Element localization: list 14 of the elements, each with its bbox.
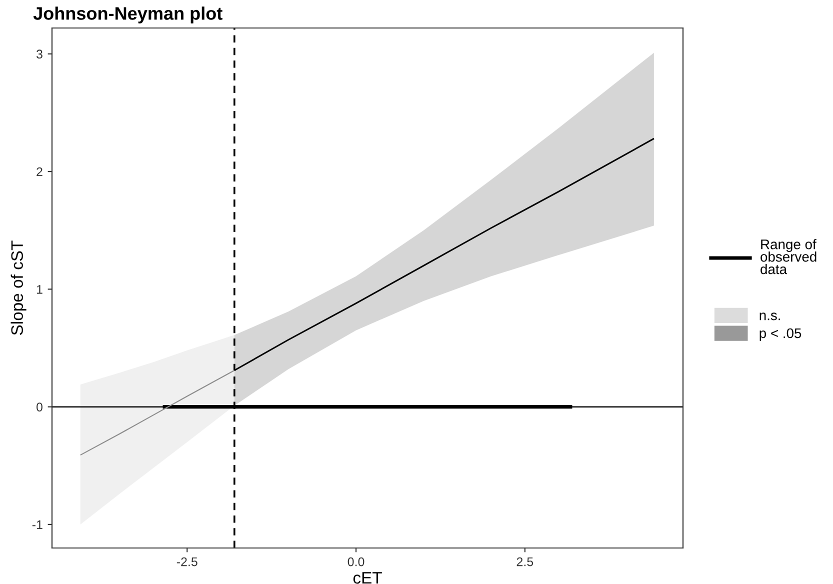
x-tick-label: 2.5	[516, 557, 534, 566]
x-tick-label: 0.0	[348, 557, 364, 566]
y-tick-label: -1	[32, 520, 42, 529]
legend-label: p < .05	[760, 328, 802, 341]
y-tick-label: 0	[36, 402, 42, 412]
x-tick-label: -2.5	[176, 557, 198, 566]
y-tick-label: 3	[36, 50, 42, 59]
y-axis-title: Slope of cST	[10, 240, 26, 335]
chart-title: Johnson-Neyman plot	[33, 6, 222, 24]
legend-label: Range of observed data	[760, 239, 816, 274]
legend-label: n.s.	[760, 312, 780, 320]
y-tick-label: 1	[36, 285, 42, 294]
y-tick-label: 2	[36, 167, 42, 176]
x-axis-title: cET	[353, 572, 382, 584]
